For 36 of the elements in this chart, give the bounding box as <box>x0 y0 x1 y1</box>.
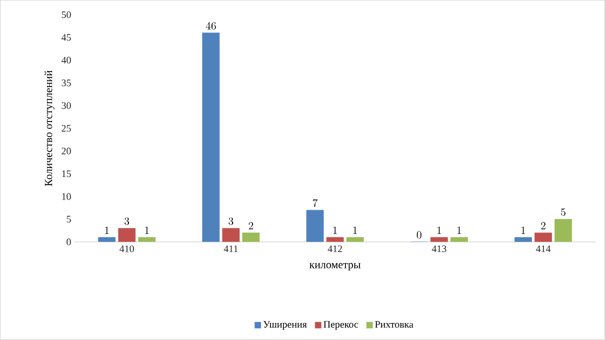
y-tick-label: 35 <box>62 80 71 86</box>
data-label: 1 <box>437 226 441 234</box>
data-label: 0 <box>416 231 422 239</box>
y-axis-title: Количество отступлений <box>44 70 54 186</box>
y-tick-label: 0 <box>66 238 71 246</box>
data-label: 2 <box>248 222 254 230</box>
x-tick-label: 410 <box>120 246 134 252</box>
x-axis-title: километры <box>309 263 361 271</box>
y-tick-label: 20 <box>62 148 71 155</box>
x-tick-label: 412 <box>328 246 342 252</box>
data-label: 2 <box>541 222 546 230</box>
x-tick-label: 413 <box>432 246 446 252</box>
data-label: 5 <box>561 208 566 216</box>
data-label: 1 <box>457 226 461 234</box>
x-tick-label: 414 <box>536 246 551 252</box>
data-label: 1 <box>353 226 357 234</box>
data-label: 7 <box>312 199 318 207</box>
data-label: 1 <box>521 226 526 234</box>
data-label: 1 <box>333 226 337 234</box>
legend-label: Перекос <box>324 321 358 330</box>
data-label: 1 <box>105 226 109 234</box>
y-tick-label: 50 <box>62 11 71 18</box>
x-tick-label: 411 <box>224 246 238 252</box>
legend-label: Уширения <box>263 321 307 330</box>
y-tick-label: 30 <box>62 102 71 110</box>
y-tick-label: 15 <box>62 170 71 178</box>
y-tick-label: 40 <box>61 56 71 64</box>
data-label: 46 <box>206 22 216 30</box>
y-tick-label: 45 <box>61 34 71 41</box>
y-tick-label: 10 <box>62 193 71 200</box>
data-label: 3 <box>124 218 130 226</box>
data-label: 3 <box>228 218 234 226</box>
y-tick-label: 5 <box>66 216 71 223</box>
legend-label: Рихтовка <box>375 321 414 328</box>
data-label: 1 <box>145 226 149 234</box>
y-tick-label: 25 <box>62 125 71 132</box>
